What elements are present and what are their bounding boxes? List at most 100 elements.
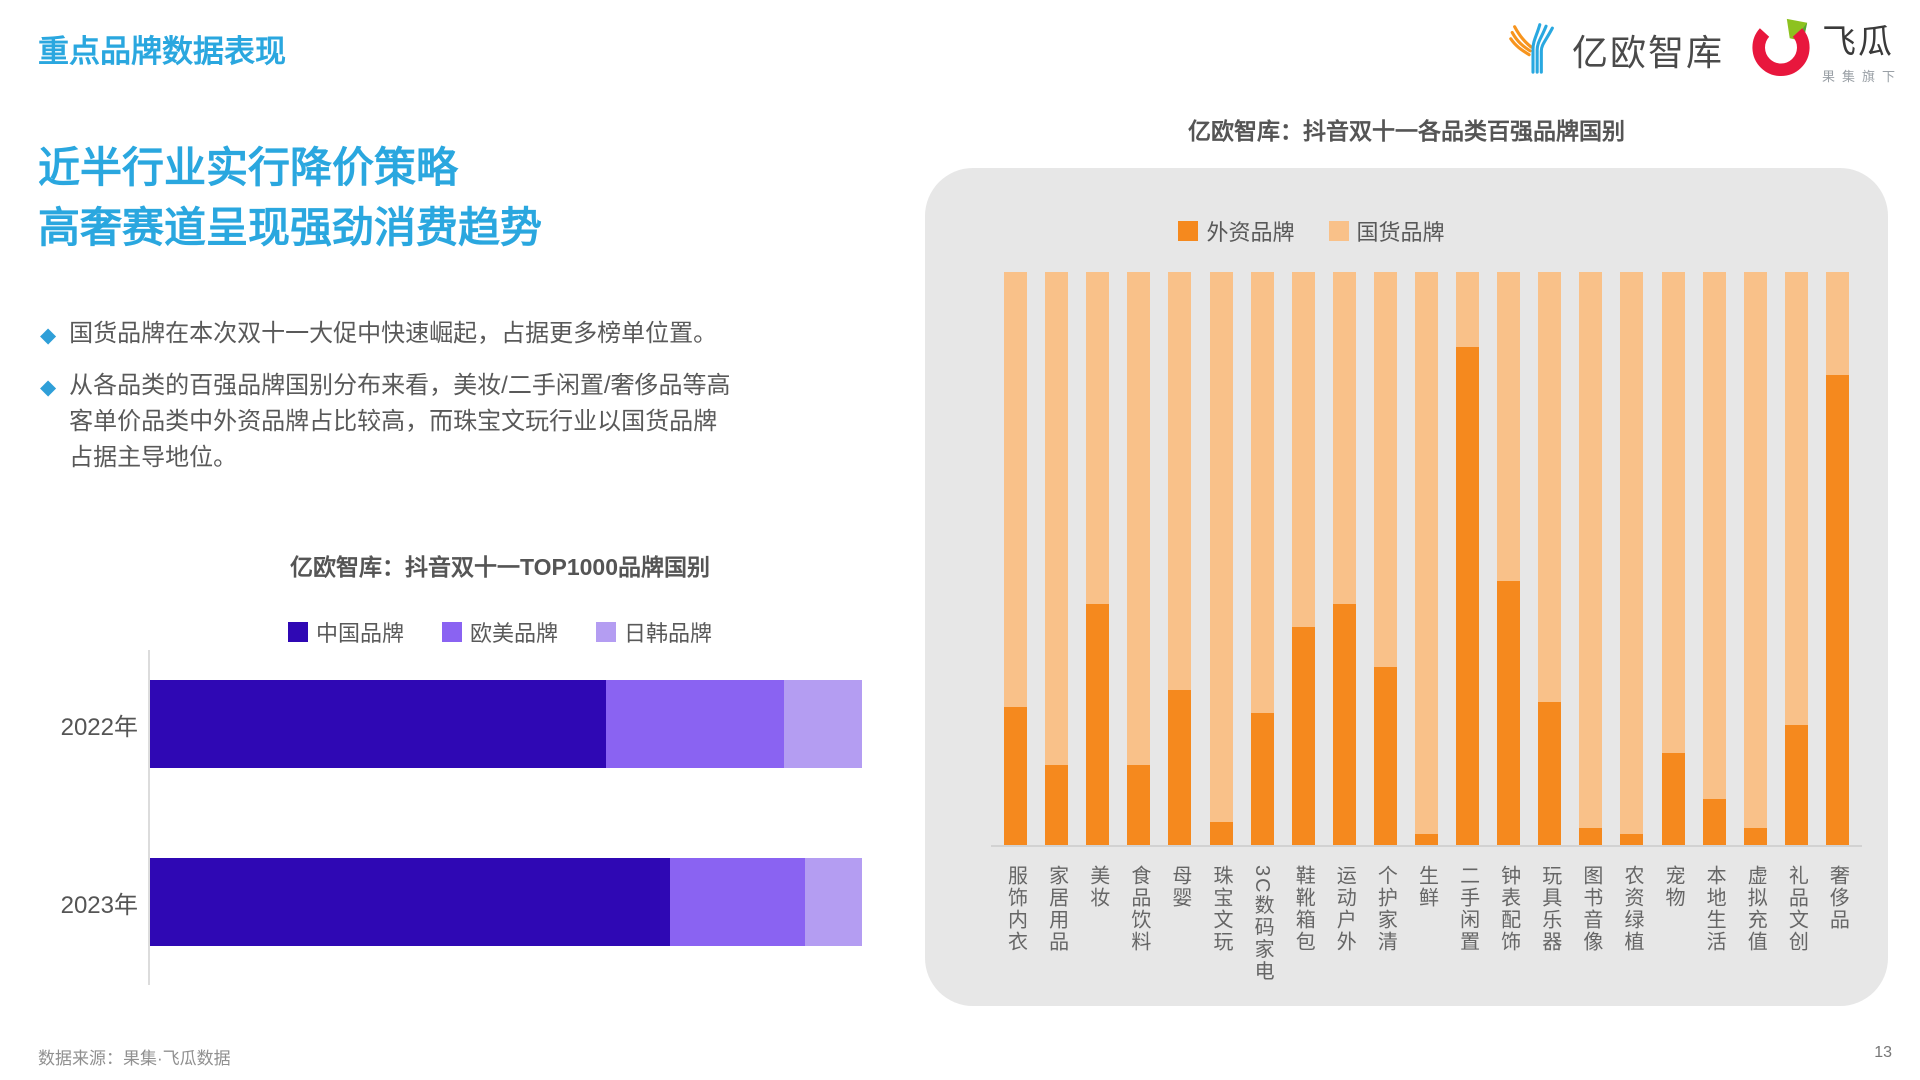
right-chart-category-label: 二手闲置	[1456, 865, 1479, 953]
right-chart-label-column: 服饰内衣	[995, 865, 1036, 983]
right-chart-bar-foreign-segment	[1086, 604, 1110, 845]
headline: 近半行业实行降价策略 高奢赛道呈现强劲消费趋势	[38, 138, 542, 257]
right-chart-plot-area	[995, 272, 1858, 845]
eo-logo-icon	[1504, 18, 1562, 81]
right-chart-bar-foreign-segment	[1373, 667, 1397, 845]
right-chart-column	[1694, 272, 1735, 845]
right-chart-bar-foreign-segment	[1497, 581, 1521, 845]
bar-segment	[605, 680, 784, 768]
right-chart-category-label: 图书音像	[1579, 865, 1602, 953]
eo-intelligence-logo: 亿欧智库	[1504, 18, 1724, 81]
right-chart-bar	[1209, 272, 1233, 845]
right-chart-bar	[1579, 272, 1603, 845]
legend-swatch	[1328, 221, 1349, 241]
bullet-text: 国货品牌在本次双十一大促中快速崛起，占据更多榜单位置。	[69, 320, 718, 347]
right-chart-label-column: 食品饮料	[1118, 865, 1159, 983]
right-chart-column	[1406, 272, 1447, 845]
legend-label: 欧美品牌	[469, 621, 558, 646]
right-chart-bar	[1497, 272, 1521, 845]
right-chart-bar-foreign-segment	[1127, 764, 1151, 845]
right-chart-bar-foreign-segment	[1538, 701, 1562, 845]
right-chart-category-labels: 服饰内衣 家居用品 美妆 食品饮料 母婴 珠宝文玩 3C数码家电 鞋靴箱包 运动户外 个护家清 生鲜…	[995, 865, 1858, 983]
right-chart-bar-foreign-segment	[1620, 833, 1644, 845]
right-chart-bar	[1456, 272, 1480, 845]
left-chart-plot-area: 2022年 2023年	[61, 650, 862, 985]
right-chart-label-column: 3C数码家电	[1242, 865, 1283, 983]
legend-label: 中国品牌	[315, 621, 404, 646]
eo-logo-text: 亿欧智库	[1571, 31, 1724, 73]
right-chart-bar-foreign-segment	[1784, 724, 1808, 845]
right-chart-column	[1611, 272, 1652, 845]
right-chart-column	[995, 272, 1036, 845]
headline-line-1: 近半行业实行降价策略	[38, 144, 459, 191]
feigua-logo-icon	[1750, 16, 1812, 83]
right-chart-category-label: 服饰内衣	[1004, 865, 1027, 953]
right-chart-category-label: 3C数码家电	[1251, 865, 1274, 983]
left-chart-row: 2023年	[61, 858, 862, 946]
right-chart-bar	[1784, 272, 1808, 845]
right-chart-category-label: 本地生活	[1703, 865, 1726, 953]
headline-line-2: 高奢赛道呈现强劲消费趋势	[38, 203, 543, 251]
logo-bar: 亿欧智库 飞瓜 果集旗下	[1504, 14, 1902, 85]
right-chart-bar-foreign-segment	[1168, 690, 1192, 845]
feigua-logo-text: 飞瓜	[1821, 23, 1894, 61]
right-chart-bar	[1332, 272, 1356, 845]
right-chart-bar	[1086, 272, 1110, 845]
right-chart-bar	[1743, 272, 1767, 845]
right-chart-bar-foreign-segment	[1456, 346, 1480, 845]
legend-swatch	[287, 622, 308, 642]
right-chart-bar-foreign-segment	[1414, 833, 1438, 845]
right-chart-column	[1200, 272, 1241, 845]
left-chart: 2022年 2023年	[58, 650, 862, 995]
right-chart-category-label: 母婴	[1168, 865, 1191, 909]
right-chart-label-column: 二手闲置	[1447, 865, 1488, 983]
right-chart-category-label: 农资绿植	[1620, 865, 1643, 953]
right-chart-category-label: 珠宝文玩	[1210, 865, 1233, 953]
bullet-diamond-icon: ◆	[40, 324, 57, 347]
right-chart-bar	[1291, 272, 1315, 845]
feigua-logo: 飞瓜 果集旗下	[1750, 14, 1902, 85]
right-chart-label-column: 图书音像	[1570, 865, 1611, 983]
legend-label: 日韩品牌	[624, 621, 713, 646]
right-chart-bar	[1045, 272, 1069, 845]
right-chart-bar-foreign-segment	[1250, 713, 1274, 845]
bar-segment	[150, 858, 670, 946]
left-chart-row-label: 2023年	[60, 891, 138, 919]
right-chart-bar	[1168, 272, 1192, 845]
right-chart-bar	[1825, 272, 1849, 845]
legend-item: 外资品牌	[1178, 215, 1295, 247]
left-chart-bar	[150, 858, 862, 946]
page-number: 13	[1874, 1044, 1892, 1061]
legend-item: 日韩品牌	[596, 616, 712, 648]
right-chart-bar-foreign-segment	[1579, 827, 1603, 845]
right-chart-label-column: 奢侈品	[1817, 865, 1858, 983]
right-chart-column	[1077, 272, 1118, 845]
right-chart-label-column: 生鲜	[1406, 865, 1447, 983]
right-chart-legend: 外资品牌 国货品牌	[925, 215, 1888, 247]
right-chart-category-label: 礼品文创	[1785, 865, 1808, 953]
feigua-logo-subtext: 果集旗下	[1821, 69, 1902, 84]
right-chart-category-label: 生鲜	[1415, 865, 1438, 909]
right-chart-column	[1447, 272, 1488, 845]
right-chart-column	[1776, 272, 1817, 845]
right-chart-column	[1283, 272, 1324, 845]
right-chart-category-label: 钟表配饰	[1497, 865, 1520, 953]
right-chart-axis-line	[991, 845, 1862, 847]
right-chart-category-label: 奢侈品	[1826, 865, 1849, 931]
right-chart-category-label: 个护家清	[1374, 865, 1397, 953]
right-chart-label-column: 珠宝文玩	[1200, 865, 1241, 983]
right-chart-column	[1324, 272, 1365, 845]
right-chart-label-column: 农资绿植	[1611, 865, 1652, 983]
legend-item: 欧美品牌	[441, 616, 558, 648]
bullet-list: ◆ 国货品牌在本次双十一大促中快速崛起，占据更多榜单位置。 ◆ 从各品类的百强品牌国别…	[40, 316, 740, 476]
legend-swatch	[1178, 221, 1199, 241]
right-chart-column	[1118, 272, 1159, 845]
right-chart-label-column: 鞋靴箱包	[1283, 865, 1324, 983]
right-chart-label-column: 美妆	[1077, 865, 1118, 983]
right-chart-bar-foreign-segment	[1291, 627, 1315, 845]
right-chart-label-column: 玩具乐器	[1529, 865, 1570, 983]
right-chart-bar	[1661, 272, 1685, 845]
right-chart-label-column: 家居用品	[1036, 865, 1077, 983]
bullet-item: ◆ 从各品类的百强品牌国别分布来看，美妆/二手闲置/奢侈品等高客单价品类中外资品牌…	[40, 368, 740, 476]
